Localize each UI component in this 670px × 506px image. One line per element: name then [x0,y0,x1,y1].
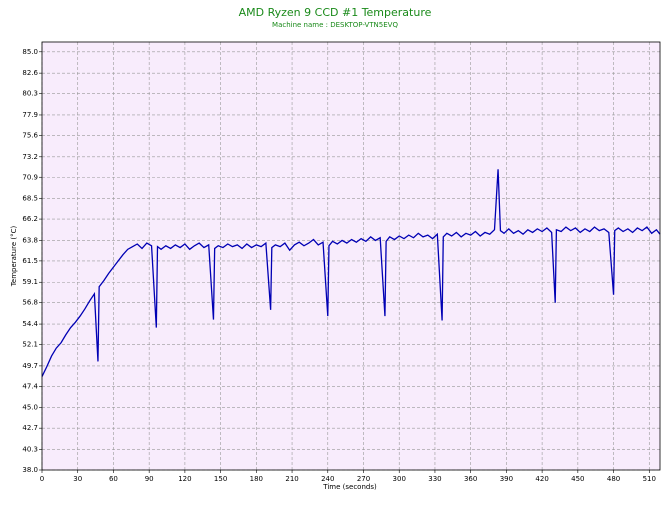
y-tick-label: 63.8 [22,236,38,244]
x-tick-label: 390 [500,475,513,483]
y-tick-label: 82.6 [22,69,38,77]
x-tick-label: 480 [607,475,620,483]
y-tick-label: 42.7 [22,424,38,432]
x-tick-label: 150 [214,475,227,483]
x-tick-label: 90 [145,475,154,483]
x-tick-label: 180 [250,475,263,483]
plot-border [41,41,661,471]
x-tick-label: 240 [321,475,334,483]
y-tick-label: 61.5 [22,257,38,265]
x-tick-label: 30 [73,475,82,483]
y-axis-label: Temperature (°C) [10,226,18,288]
y-tick-label: 75.6 [22,131,38,139]
y-tick-label: 56.8 [22,299,38,307]
chart-title: AMD Ryzen 9 CCD #1 Temperature [239,6,432,19]
y-tick-label: 38.0 [22,466,38,474]
x-tick-label: 120 [178,475,191,483]
x-tick-label: 0 [40,475,44,483]
y-tick-label: 77.9 [22,111,38,119]
x-tick-label: 510 [643,475,656,483]
x-tick-label: 330 [428,475,441,483]
x-tick-label: 300 [393,475,406,483]
y-tick-label: 66.2 [22,215,38,223]
x-tick-label: 420 [535,475,548,483]
x-tick-label: 360 [464,475,477,483]
y-tick-label: 73.2 [22,153,38,161]
x-tick-label: 60 [109,475,118,483]
y-tick-label: 70.9 [22,173,38,181]
y-tick-label: 68.5 [22,195,38,203]
y-tick-label: 54.4 [22,320,38,328]
x-axis-label: Time (seconds) [322,483,377,491]
plot-area [42,42,660,470]
x-tick-label: 450 [571,475,584,483]
temperature-line [41,169,661,377]
chart-subtitle: Machine name : DESKTOP-VTN5EVQ [272,21,398,29]
y-tick-label: 49.7 [22,362,38,370]
y-tick-label: 80.3 [22,90,38,98]
x-tick-label: 210 [285,475,298,483]
y-tick-label: 40.3 [22,446,38,454]
y-tick-label: 45.0 [22,404,38,412]
y-tick-label: 59.1 [22,278,38,286]
y-tick-label: 47.4 [22,382,38,390]
y-tick-label: 52.1 [22,341,38,349]
x-tick-label: 270 [357,475,370,483]
y-tick-label: 85.0 [22,48,38,56]
